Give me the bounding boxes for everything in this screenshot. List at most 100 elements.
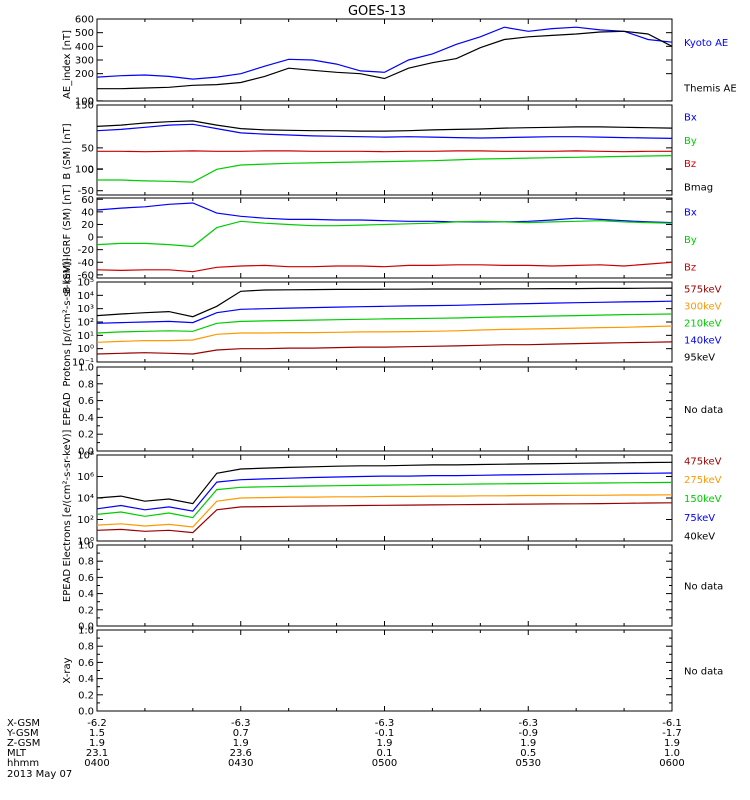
y-tick-label: 200 bbox=[75, 69, 94, 80]
ephemeris-row-label: Y-GSM bbox=[6, 728, 39, 739]
y-tick-label: 1.0 bbox=[78, 363, 94, 374]
ephemeris-value: -6.2 bbox=[87, 718, 107, 729]
y-tick-label: 0.6 bbox=[78, 573, 94, 584]
legend-label: 40keV bbox=[684, 532, 715, 543]
legend-label: 150keV bbox=[684, 494, 722, 505]
y-tick-label: 0 bbox=[88, 233, 94, 244]
y-tick-label: -40 bbox=[78, 258, 94, 269]
y-tick-label: 20 bbox=[81, 220, 94, 231]
y-axis-title: Protons [p/(cm²-s-sr-keV)] bbox=[62, 258, 73, 386]
series-line-140kev bbox=[96, 300, 673, 324]
legend-label: Bx bbox=[684, 208, 697, 219]
series-line-75kev bbox=[96, 472, 673, 512]
ephemeris-value: 1.9 bbox=[520, 738, 536, 749]
ephemeris-value: 0.7 bbox=[233, 728, 249, 739]
y-tick-label: 0.4 bbox=[78, 674, 94, 685]
ephemeris-value: 1.0 bbox=[664, 748, 680, 759]
ephemeris-value: 0500 bbox=[372, 758, 397, 769]
legend-label: 95keV bbox=[684, 353, 715, 364]
ephemeris-value: 0530 bbox=[516, 758, 541, 769]
panel-7: 0.0 0.2 0.4 0.6 0.8 1.0 EPEAD No data bbox=[62, 541, 723, 633]
y-tick-label: 0.2 bbox=[78, 605, 94, 616]
y-tick-label: 0.0 bbox=[78, 707, 94, 718]
panel-6: 10⁰ 10² 10⁴ 10⁶ 10⁸ Electrons [e/(cm²-s-sr-ke… bbox=[62, 429, 722, 566]
y-tick-label: 1.0 bbox=[78, 541, 94, 552]
series-line-themis-ae bbox=[97, 30, 673, 90]
y-tick-label: 0.6 bbox=[78, 658, 94, 669]
no-data-label: No data bbox=[684, 582, 723, 593]
legend-label: 140keV bbox=[684, 336, 722, 347]
y-tick-label: 300 bbox=[75, 56, 94, 67]
date-label: 2013 May 07 bbox=[7, 769, 72, 780]
series-line-150kev bbox=[96, 481, 673, 519]
legend-label: 75keV bbox=[684, 513, 715, 524]
series-line-300kev bbox=[96, 325, 673, 343]
series-line-bz bbox=[97, 150, 672, 153]
y-tick-label: 10⁵ bbox=[77, 278, 94, 289]
y-tick-label: 10² bbox=[77, 515, 94, 526]
ephemeris-value: 1.5 bbox=[89, 728, 105, 739]
y-tick-label: 0.8 bbox=[78, 557, 94, 568]
y-axis-title: EPEAD bbox=[62, 569, 73, 603]
ephemeris-value: 0.5 bbox=[520, 748, 536, 759]
series-line-40kev bbox=[96, 461, 673, 505]
legend-label: 300keV bbox=[684, 302, 722, 313]
legend-label: Bmag bbox=[684, 182, 713, 193]
panel-4: 10⁻¹ 10⁰ 10¹ 10² 10³ 10⁴ 10⁵ Protons [p/(cm²-s-… bbox=[62, 258, 722, 386]
y-tick-label: 10⁶ bbox=[77, 472, 94, 483]
ephemeris-row-label: hhmm bbox=[7, 758, 39, 769]
series-line-575kev bbox=[96, 341, 673, 355]
y-axis-title: Electrons [e/(cm²-s-sr-keV)] bbox=[62, 429, 73, 566]
y-tick-label: -20 bbox=[78, 245, 94, 256]
y-axis-title: EPEAD bbox=[62, 392, 73, 426]
panel-frame bbox=[96, 366, 673, 452]
legend-label: 275keV bbox=[684, 475, 722, 486]
plot-title: GOES-13 bbox=[348, 4, 406, 19]
ephemeris-row-label: X-GSM bbox=[7, 718, 40, 729]
legend-label: Bz bbox=[684, 159, 696, 170]
panel-frame bbox=[96, 454, 673, 542]
series-line-by bbox=[96, 220, 673, 248]
y-tick-label: 100 bbox=[75, 164, 94, 175]
ephemeris-value: 0.1 bbox=[377, 748, 393, 759]
panel-frame bbox=[96, 18, 673, 102]
series-line-475kev bbox=[96, 502, 673, 534]
y-tick-label: 10² bbox=[77, 318, 94, 329]
series-line-bmag bbox=[96, 120, 673, 132]
legend-label: 210keV bbox=[684, 319, 722, 330]
ephemeris-value: -6.1 bbox=[662, 718, 682, 729]
ephemeris-value: -1.7 bbox=[662, 728, 682, 739]
y-tick-label: 0.8 bbox=[78, 642, 94, 653]
ephemeris-value: -0.9 bbox=[518, 728, 538, 739]
y-axis-title: X-ray bbox=[62, 657, 73, 683]
ephemeris-value: 1.9 bbox=[233, 738, 249, 749]
series-line-95kev bbox=[96, 287, 673, 318]
legend-label: Bz bbox=[684, 262, 696, 273]
ephemeris-value: 0600 bbox=[659, 758, 684, 769]
no-data-label: No data bbox=[684, 405, 723, 416]
y-tick-label: 1.0 bbox=[78, 626, 94, 637]
panel-frame bbox=[96, 197, 673, 279]
y-tick-label: 10⁰ bbox=[77, 537, 94, 548]
legend-label: 575keV bbox=[684, 285, 722, 296]
legend-label: Bx bbox=[684, 113, 697, 124]
ephemeris-value: 0430 bbox=[228, 758, 253, 769]
y-tick-label: 0.2 bbox=[78, 430, 94, 441]
series-line-kyoto-ae bbox=[96, 26, 673, 80]
y-axis-title: B (SM)-IGRF (SM) [nT] bbox=[62, 184, 73, 293]
y-tick-label: 0.6 bbox=[78, 396, 94, 407]
y-tick-label: 0.4 bbox=[78, 413, 94, 424]
y-tick-label: 10⁸ bbox=[77, 451, 94, 462]
series-line-275kev bbox=[96, 494, 673, 528]
ephemeris-value: -6.3 bbox=[375, 718, 395, 729]
y-tick-label: 100 bbox=[75, 96, 94, 107]
series-line-210kev bbox=[96, 313, 673, 334]
ephemeris-value: -6.3 bbox=[518, 718, 538, 729]
series-line-bz bbox=[96, 261, 673, 273]
ephemeris-value: 0400 bbox=[84, 758, 109, 769]
no-data-label: No data bbox=[684, 667, 723, 678]
legend-label: Kyoto AE bbox=[684, 38, 728, 49]
y-tick-label: 10¹ bbox=[77, 331, 94, 342]
